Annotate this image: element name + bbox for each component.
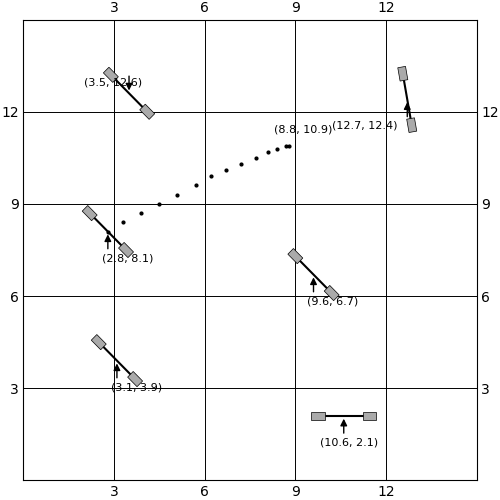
Text: (3.5, 12.6): (3.5, 12.6) (84, 78, 142, 88)
Point (273, 144, 281, 152)
Point (137, 209, 145, 217)
Point (237, 160, 245, 168)
Text: (9.6, 6.7): (9.6, 6.7) (308, 296, 358, 306)
Point (286, 142, 294, 150)
Point (192, 182, 200, 190)
Point (222, 166, 230, 174)
Polygon shape (82, 206, 97, 220)
Polygon shape (398, 66, 408, 81)
Polygon shape (92, 334, 106, 350)
Point (104, 228, 112, 235)
Text: (12.7, 12.4): (12.7, 12.4) (332, 121, 397, 131)
Point (282, 142, 290, 150)
Text: (10.6, 2.1): (10.6, 2.1) (320, 438, 378, 448)
Point (174, 190, 182, 198)
Text: (8.8, 10.9): (8.8, 10.9) (274, 125, 332, 135)
Point (264, 148, 272, 156)
Text: (3.1, 3.9): (3.1, 3.9) (111, 382, 162, 392)
Point (252, 154, 260, 162)
Point (206, 172, 214, 180)
Polygon shape (363, 412, 376, 420)
Polygon shape (118, 242, 134, 258)
Point (156, 200, 164, 208)
Polygon shape (128, 372, 142, 386)
Polygon shape (312, 412, 324, 420)
Polygon shape (140, 104, 154, 120)
Point (119, 218, 127, 226)
Polygon shape (288, 248, 303, 264)
Polygon shape (406, 118, 417, 132)
Polygon shape (104, 67, 118, 82)
Text: (2.8, 8.1): (2.8, 8.1) (102, 253, 153, 263)
Polygon shape (324, 286, 339, 300)
